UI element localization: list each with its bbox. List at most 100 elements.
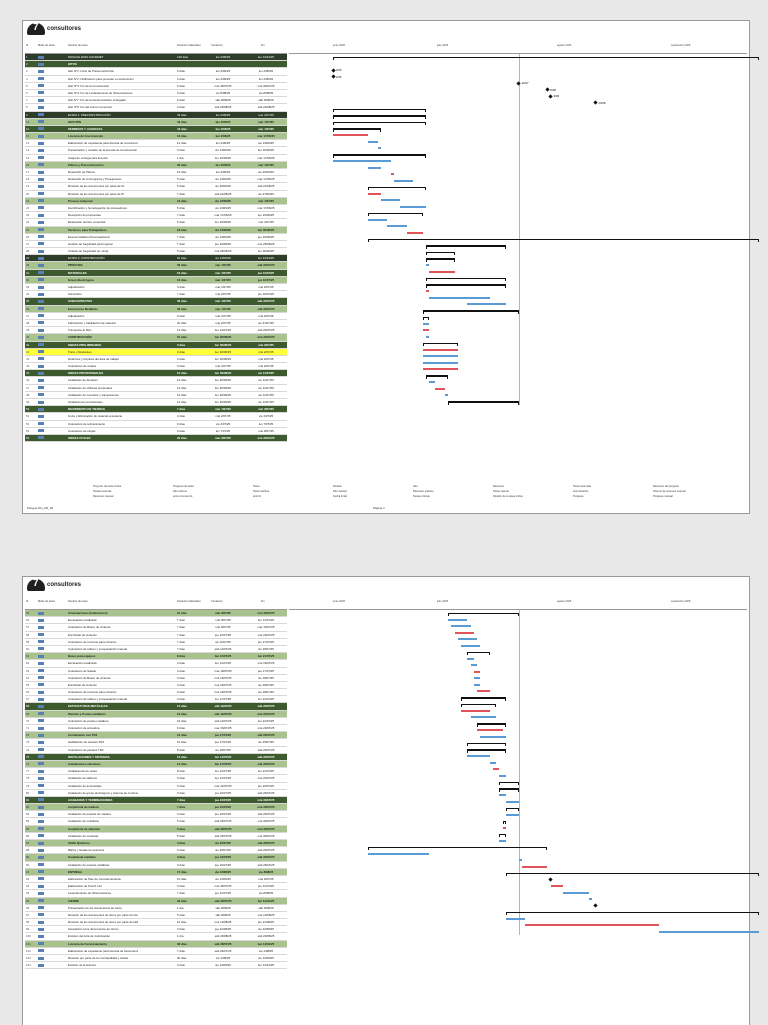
task-row[interactable]: 22 Identificación y homologación de prove… [25,205,287,213]
milestone-marker[interactable] [593,903,598,908]
task-bar[interactable] [422,361,458,364]
task-row[interactable]: 37 Adjudicación 3 días mar 1/07/25 mié 2/07/… [25,313,287,320]
task-row[interactable]: 51 Corte y Eliminación de material excede… [25,413,287,421]
summary-bar[interactable] [467,749,507,752]
task-row[interactable]: 60 Colocación de relleno y compactación m… [25,646,287,654]
task-row[interactable]: 13 Elaboración de expediente para licenci… [25,140,287,148]
summary-bar[interactable] [422,342,458,346]
task-row[interactable]: 55 Cimentaciones (Fabricación) 21 días mar … [25,610,287,618]
task-bar[interactable] [489,761,497,764]
summary-bar[interactable] [422,316,430,320]
task-bar[interactable] [521,865,548,868]
task-row[interactable]: 99 Aceptación a los documentos de Cierre 3… [25,926,287,934]
task-row[interactable]: 35 SUBCONTRATOS 36 días mar 1/07/25 sáb 26/0… [25,298,287,306]
task-row[interactable]: 68 ESTRUCTURAS METÁLICAS 15 días sáb 12/07/… [25,703,287,711]
task-row[interactable]: 19 Revisión de los documentos por parte d… [25,183,287,191]
task-row[interactable]: 28 Charlas de Seguridad (ie: obra) 5 días m… [25,248,287,256]
task-row[interactable]: 94 Levantamiento de Observaciones 7 días ju… [25,890,287,898]
task-bar[interactable] [422,329,429,332]
summary-bar[interactable] [477,723,506,726]
task-row[interactable]: 11 PERMISOS Y LICENCIAS 43 días lun 2/06/25… [25,125,287,134]
summary-bar[interactable] [425,375,449,378]
summary-bar[interactable] [333,154,426,157]
task-row[interactable]: 18 Desarrollo de Cronograma y Presupuesto… [25,176,287,184]
task-bar[interactable] [390,173,394,176]
task-row[interactable]: 88 Baños y lavaderos químicos 3 días vie 25… [25,847,287,855]
task-row[interactable]: 98 Revisión de los documentos de cierre p… [25,919,287,927]
task-row[interactable]: 46 Instalación de Almacén 12 días lun 30/06… [25,377,287,385]
summary-bar[interactable] [499,833,507,837]
task-bar[interactable] [368,140,378,143]
task-row[interactable]: 97 Revisión de los documentos de cierre p… [25,912,287,920]
task-row[interactable]: 73 Habilitación de paneles TR4 10 días jue … [25,739,287,747]
task-row[interactable]: 5 Hito N°3: Fin de la Construcción 0 días m… [25,83,287,90]
task-row[interactable]: 103 Revisión por parte de la municipalida… [25,955,287,963]
task-row[interactable]: 78 Instalación de tableros 3 días lun 21/07… [25,775,287,783]
task-row[interactable]: 67 Colocación de relleno y compactación m… [25,696,287,704]
summary-bar[interactable] [333,121,426,125]
milestone-marker[interactable] [593,100,598,105]
task-bar[interactable] [429,270,455,273]
task-bar[interactable] [493,768,500,771]
task-row[interactable]: 100 Emisión del Acta de Culminación 1 día s… [25,933,287,941]
task-row[interactable]: 6 Hito N°4: Fin de Levantamiento de Obser… [25,90,287,98]
task-row[interactable]: 43 Desbroce y limpieza del área de trabaj… [25,356,287,364]
task-bar[interactable] [393,179,413,182]
summary-bar[interactable] [333,115,426,118]
summary-bar[interactable] [425,284,506,287]
task-row[interactable]: 25 Permisos para Trabajadores 18 días vie 1… [25,226,287,234]
task-row[interactable]: 101 Licencia de Funcionamiento 32 días sáb … [25,940,287,948]
task-row[interactable]: 86 Instalación de ventanas 5 días sáb 26/07… [25,833,287,840]
task-row[interactable]: 74 Colocación de paneles TR4 8 días vie 18/… [25,747,287,754]
task-bar[interactable] [445,394,449,397]
task-row[interactable]: 4 Hito N°2: Notificación para proceder a … [25,76,287,83]
task-row[interactable]: 77 Instalaciones de redes 8 días lun 14/07/… [25,768,287,776]
task-row[interactable]: 44 Colocación de niveles 3 días mar 1/07/25… [25,363,287,371]
task-row[interactable]: 1 PANGUE DATA GOURMET 136 días lun 2/06/25 l… [25,54,287,62]
task-bar[interactable] [477,690,490,693]
task-row[interactable]: 2 HITOS [25,61,287,69]
summary-bar[interactable] [425,258,455,261]
task-row[interactable]: 52 Colocación de sobrecimiento 3 días vie 4… [25,421,287,428]
task-bar[interactable] [368,166,381,169]
summary-bar[interactable] [499,788,519,791]
task-row[interactable]: 92 Elaboración de Plan de Comisionamiento… [25,876,287,884]
task-row[interactable]: 87 SSHH Químicos 3 días vie 25/07/25 sáb 26/… [25,840,287,848]
task-bar[interactable] [422,322,429,325]
summary-bar[interactable] [467,742,507,746]
summary-bar[interactable] [505,872,759,876]
task-row[interactable]: 91 ENTREGA 17 días vie 13/06/25 vie 8/08/25 [25,868,287,876]
task-row[interactable]: 93 Elaboración de Punch List 3 días mié 30/… [25,883,287,891]
task-bar[interactable] [505,813,519,816]
task-bar[interactable] [429,296,490,299]
task-bar[interactable] [505,800,519,803]
task-bar[interactable] [406,231,423,234]
task-bar[interactable] [499,794,506,797]
task-row[interactable]: 38 Fabricación y habilitación de material… [25,320,287,328]
milestone-marker[interactable] [548,93,553,99]
summary-bar[interactable] [425,277,506,281]
summary-bar[interactable] [425,251,455,255]
summary-bar[interactable] [422,310,519,313]
task-bar[interactable] [425,290,429,293]
task-row[interactable]: 84 Instalación de mobiliario 5 días sáb 26/… [25,818,287,826]
task-row[interactable]: 102 Elaboración de expediente para licenc… [25,948,287,955]
milestone-marker[interactable] [545,87,550,92]
task-row[interactable]: 49 Instalaciones provisionales 12 días lun … [25,399,287,407]
task-bar[interactable] [659,930,759,933]
task-bar[interactable] [502,826,506,829]
task-row[interactable]: 82 Carpintería de madera 7 días jue 24/07/2… [25,804,287,812]
summary-bar[interactable] [499,781,519,785]
task-bar[interactable] [400,205,426,208]
task-row[interactable]: 10 GESTIÓN 43 días lun 2/06/25 mar 1/07/25 [25,118,287,126]
task-bar[interactable] [333,160,391,163]
task-bar[interactable] [368,852,429,855]
task-row[interactable]: 64 Colocación de Busco de cimiento 3 días m… [25,675,287,682]
task-row[interactable]: 47 Instalación de Oficinas temporales 12 d… [25,385,287,392]
task-row[interactable]: 12 Licencia de Construcción 16 días lun 2/0… [25,133,287,141]
task-bar[interactable] [425,264,429,267]
task-row[interactable]: 81 ACABADOS Y TERMINACIONES 7 días jue 24/0… [25,796,287,805]
task-bar[interactable] [422,355,458,358]
task-row[interactable]: 27 Gestión de Seguridad para Ingreso 7 día… [25,241,287,249]
task-row[interactable]: 79 Instalación de acometidas 3 días mar 22/… [25,783,287,790]
